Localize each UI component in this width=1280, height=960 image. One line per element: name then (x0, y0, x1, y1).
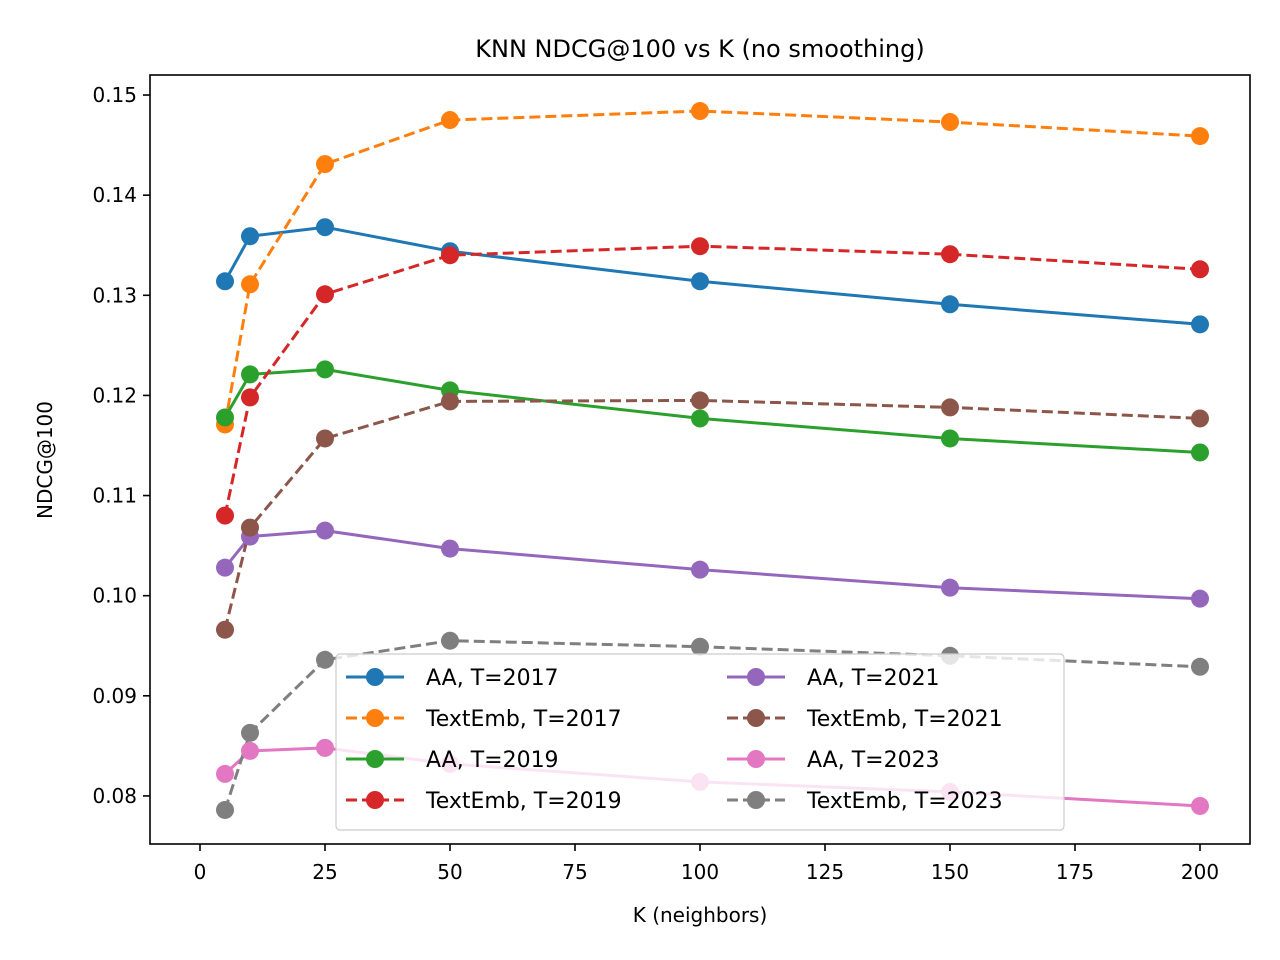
data-point-textemb-t-2017-25 (316, 155, 334, 174)
data-point-textemb-t-2023-200 (1191, 657, 1209, 676)
x-axis-label: K (neighbors) (633, 903, 768, 927)
data-point-textemb-t-2017-200 (1191, 127, 1209, 146)
data-point-aa-t-2019-5 (216, 408, 234, 427)
data-point-aa-t-2021-25 (316, 521, 334, 540)
data-point-textemb-t-2021-5 (216, 620, 234, 639)
legend-label-aa-t-2017: AA, T=2017 (426, 666, 559, 691)
legend-swatch-marker-textemb-t-2023 (747, 791, 765, 809)
data-point-textemb-t-2019-150 (941, 245, 959, 264)
data-point-aa-t-2017-100 (691, 272, 709, 291)
legend-swatch-marker-textemb-t-2019 (366, 791, 384, 809)
legend-label-aa-t-2019: AA, T=2019 (426, 748, 559, 773)
legend-frame (335, 653, 1065, 831)
plot-markers (216, 102, 1209, 819)
y-tick-label-0.09: 0.09 (92, 684, 137, 708)
data-point-aa-t-2023-25 (316, 738, 334, 757)
legend-label-textemb-t-2021: TextEmb, T=2021 (806, 707, 1003, 732)
chart-title: KNN NDCG@100 vs K (no smoothing) (475, 35, 924, 63)
data-point-aa-t-2017-25 (316, 218, 334, 237)
legend-swatch-marker-textemb-t-2017 (366, 709, 384, 727)
data-point-aa-t-2019-200 (1191, 443, 1209, 462)
data-point-aa-t-2021-5 (216, 558, 234, 577)
y-tick-label-0.10: 0.10 (92, 584, 137, 608)
legend-swatch-marker-aa-t-2023 (747, 750, 765, 768)
data-point-textemb-t-2023-10 (241, 723, 259, 742)
data-point-textemb-t-2019-50 (441, 246, 459, 265)
legend-entry-aa-t-2021: AA, T=2021 (727, 666, 940, 691)
data-point-textemb-t-2021-10 (241, 518, 259, 537)
data-point-textemb-t-2023-5 (216, 800, 234, 819)
data-point-textemb-t-2021-200 (1191, 409, 1209, 428)
data-point-textemb-t-2021-100 (691, 391, 709, 410)
y-tick-label-0.08: 0.08 (92, 784, 137, 808)
legend-label-aa-t-2021: AA, T=2021 (807, 666, 940, 691)
y-tick-label-0.13: 0.13 (92, 283, 137, 307)
data-point-textemb-t-2023-25 (316, 650, 334, 669)
data-point-aa-t-2017-10 (241, 227, 259, 246)
data-point-aa-t-2019-10 (241, 365, 259, 384)
data-point-aa-t-2021-100 (691, 560, 709, 579)
x-axis: 0 25 50 75 100 125 150 175 200 (194, 844, 1219, 884)
legend-entry-textemb-t-2017: TextEmb, T=2017 (346, 707, 622, 732)
legend-entry-aa-t-2023: AA, T=2023 (727, 748, 940, 773)
legend-label-textemb-t-2019: TextEmb, T=2019 (425, 789, 622, 814)
x-tick-label-25: 25 (312, 860, 337, 884)
data-point-textemb-t-2019-200 (1191, 260, 1209, 279)
legend-entry-aa-t-2017: AA, T=2017 (346, 666, 559, 691)
y-tick-label-0.15: 0.15 (92, 83, 137, 107)
data-point-aa-t-2023-200 (1191, 796, 1209, 815)
data-point-textemb-t-2023-50 (441, 631, 459, 650)
data-point-aa-t-2021-50 (441, 539, 459, 558)
x-tick-label-50: 50 (437, 860, 462, 884)
data-point-textemb-t-2021-25 (316, 429, 334, 448)
data-point-aa-t-2023-10 (241, 741, 259, 760)
legend-swatch-marker-aa-t-2017 (366, 668, 384, 686)
data-point-textemb-t-2019-25 (316, 285, 334, 304)
data-point-textemb-t-2017-100 (691, 102, 709, 121)
legend-entry-aa-t-2019: AA, T=2019 (346, 748, 559, 773)
data-point-textemb-t-2019-10 (241, 388, 259, 407)
data-point-textemb-t-2017-10 (241, 275, 259, 294)
data-point-aa-t-2023-5 (216, 764, 234, 783)
x-tick-label-100: 100 (681, 860, 719, 884)
legend: AA, T=2017 TextEmb, T=2017 AA, T=2019 TextE… (335, 653, 1065, 831)
data-point-textemb-t-2019-100 (691, 237, 709, 256)
data-point-textemb-t-2021-50 (441, 392, 459, 411)
x-tick-label-125: 125 (806, 860, 844, 884)
y-tick-label-0.14: 0.14 (92, 183, 137, 207)
data-point-aa-t-2017-5 (216, 272, 234, 291)
legend-swatch-marker-aa-t-2019 (366, 750, 384, 768)
y-tick-label-0.12: 0.12 (92, 383, 137, 407)
legend-label-aa-t-2023: AA, T=2023 (807, 748, 940, 773)
legend-entry-textemb-t-2023: TextEmb, T=2023 (727, 789, 1003, 814)
data-point-aa-t-2017-150 (941, 295, 959, 314)
legend-label-textemb-t-2017: TextEmb, T=2017 (425, 707, 622, 732)
x-tick-label-200: 200 (1181, 860, 1219, 884)
data-point-textemb-t-2019-5 (216, 506, 234, 525)
data-point-textemb-t-2017-150 (941, 113, 959, 132)
x-tick-label-175: 175 (1056, 860, 1094, 884)
legend-entry-textemb-t-2019: TextEmb, T=2019 (346, 789, 622, 814)
y-axis: 0.08 0.09 0.10 0.11 0.12 0.13 0.14 0.15 (92, 83, 150, 808)
x-tick-label-0: 0 (194, 860, 207, 884)
data-point-aa-t-2021-200 (1191, 589, 1209, 608)
data-point-aa-t-2017-200 (1191, 315, 1209, 334)
legend-entry-textemb-t-2021: TextEmb, T=2021 (727, 707, 1003, 732)
data-point-textemb-t-2021-150 (941, 398, 959, 417)
legend-label-textemb-t-2023: TextEmb, T=2023 (806, 789, 1003, 814)
data-point-aa-t-2019-150 (941, 429, 959, 448)
data-point-textemb-t-2017-50 (441, 111, 459, 130)
data-point-aa-t-2019-100 (691, 409, 709, 428)
legend-swatch-marker-textemb-t-2021 (747, 709, 765, 727)
data-point-aa-t-2019-25 (316, 360, 334, 379)
data-point-textemb-t-2023-100 (691, 637, 709, 656)
y-axis-label: NDCG@100 (33, 401, 57, 519)
legend-swatch-marker-aa-t-2021 (747, 668, 765, 686)
x-tick-label-75: 75 (562, 860, 587, 884)
data-point-aa-t-2021-150 (941, 578, 959, 597)
y-tick-label-0.11: 0.11 (92, 484, 137, 508)
x-tick-label-150: 150 (931, 860, 969, 884)
